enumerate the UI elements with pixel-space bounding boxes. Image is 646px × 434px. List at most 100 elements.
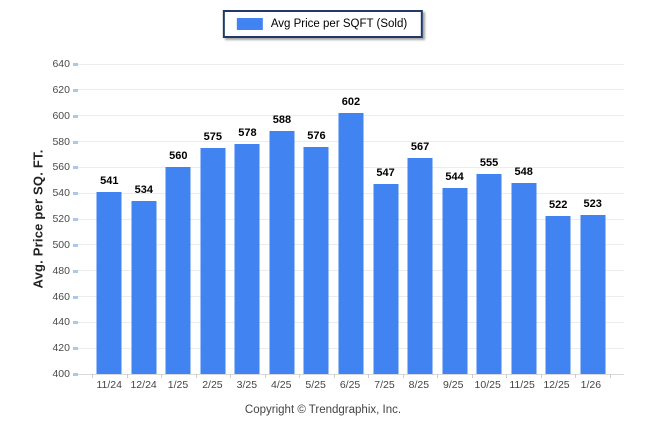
x-axis-tick: [471, 374, 473, 378]
bar-slot: 560: [161, 64, 196, 374]
bar-value-label: 576: [307, 129, 326, 142]
bar-value-label: 523: [583, 198, 602, 211]
x-axis-tick: [333, 374, 335, 378]
x-axis-tick-label: 6/25: [339, 379, 361, 391]
bar-1/25: [165, 167, 191, 374]
y-axis-tick-label: 480: [52, 264, 70, 277]
gridline: [78, 63, 624, 65]
bar-slot: 567: [403, 64, 438, 374]
bar-slot: 523: [575, 64, 610, 374]
y-axis-tick: [73, 114, 78, 118]
bar-12/24: [131, 200, 157, 374]
bar-slot: 576: [299, 64, 334, 374]
bar-12/25: [545, 216, 571, 374]
y-axis-tick-label: 600: [52, 109, 70, 122]
bar-slot: 602: [334, 64, 369, 374]
x-axis-tick-label: 1/26: [580, 379, 602, 391]
x-axis-tick-label: 12/24: [130, 379, 157, 391]
y-axis-tick-label: 460: [52, 290, 70, 303]
x-axis-tick: [506, 374, 508, 378]
bar-value-label: 567: [410, 141, 430, 154]
y-axis-tick-label: 540: [52, 187, 70, 200]
y-axis-tick: [73, 243, 78, 247]
y-axis-tick: [73, 140, 78, 144]
y-axis-tick: [73, 321, 78, 325]
legend-label: Avg Price per SQFT (Sold): [270, 18, 408, 30]
y-axis-tick: [73, 192, 78, 196]
bar-8/25: [407, 158, 433, 374]
x-axis-tick: [540, 374, 542, 378]
x-axis-tick: [368, 374, 370, 378]
bar-10/25: [476, 173, 502, 374]
bars-container: 541 534 560 575 578 588 576 602 547 567 544 555 548 5…: [92, 64, 610, 374]
bar-slot: 544: [437, 64, 472, 374]
x-axis-tick: [575, 374, 577, 378]
legend-swatch-icon: [236, 18, 263, 30]
y-axis-tick: [73, 373, 78, 376]
bar-value-label: 575: [203, 130, 223, 143]
bar-3/25: [234, 144, 260, 374]
x-axis-tick: [437, 374, 439, 378]
x-axis-tick-label: 12/25: [543, 379, 570, 391]
bar-slot: 555: [472, 64, 507, 374]
bar-1/26: [580, 215, 606, 374]
bar-6/25: [338, 113, 364, 374]
x-axis-tick-label: 4/25: [271, 379, 292, 391]
y-axis-tick-label: 440: [52, 316, 70, 329]
x-axis-tick-label: 9/25: [443, 379, 464, 391]
x-axis-tick: [92, 374, 93, 378]
bar-slot: 588: [265, 64, 300, 374]
x-axis-tick-label: 5/25: [305, 379, 326, 391]
x-axis-tick-label: 11/25: [509, 379, 535, 391]
bar-9/25: [442, 188, 468, 374]
bar-value-label: 548: [514, 165, 533, 178]
bar-value-label: 534: [134, 183, 153, 196]
bar-slot: 575: [196, 64, 231, 374]
x-axis-tick: [402, 374, 404, 378]
bar-11/24: [96, 191, 122, 374]
bar-slot: 522: [541, 64, 576, 374]
y-axis-tick: [73, 295, 78, 299]
bar-value-label: 578: [238, 127, 257, 140]
bar-value-label: 547: [376, 167, 395, 180]
y-axis-tick-label: 640: [52, 58, 70, 70]
bar-value-label: 522: [548, 199, 568, 212]
x-axis-tick-label: 2/25: [202, 379, 223, 391]
bar-7/25: [373, 184, 399, 374]
copyright-text: Copyright © Trendgraphix, Inc.: [244, 404, 402, 416]
x-axis-tick-label: 1/25: [167, 379, 189, 391]
y-axis-tick: [73, 166, 78, 170]
y-axis-tick-label: 420: [52, 342, 70, 355]
y-axis-tick-label: 580: [52, 135, 70, 148]
y-axis-tick: [73, 269, 78, 273]
bar-value-label: 555: [479, 156, 499, 169]
bar-2/25: [200, 147, 226, 374]
y-axis-tick-label: 560: [52, 161, 70, 174]
y-axis-tick: [73, 88, 78, 92]
bar-4/25: [269, 131, 295, 374]
x-axis-tick: [195, 374, 197, 378]
bar-value-label: 560: [169, 150, 188, 163]
bar-value-label: 602: [341, 96, 361, 109]
y-axis-tick-label: 520: [52, 213, 70, 225]
y-axis-tick-labels: 400 420 440 460 480 500 520 540 560 580 600 620 640: [0, 58, 74, 380]
x-axis-tick: [610, 374, 611, 378]
x-axis-tick: [161, 374, 163, 378]
bar-slot: 534: [127, 64, 162, 374]
bar-value-label: 544: [445, 171, 464, 183]
bar-value-label: 588: [272, 114, 292, 127]
x-axis-tick-label: 8/25: [408, 379, 430, 391]
bar-value-label: 541: [100, 174, 119, 187]
plot-area: 541 534 560 575 578 588 576 602 547 567 544 555 548 5…: [73, 63, 624, 378]
gridline: [78, 89, 624, 91]
x-axis-tick-labels: 11/24 12/24 1/25 2/25 3/25 4/25 5/25 6/25 7/25 8/…: [92, 379, 608, 391]
x-axis-tick-label: 7/25: [374, 379, 395, 391]
y-axis-tick-label: 500: [52, 238, 70, 251]
x-axis-tick-label: 11/24: [96, 379, 122, 391]
bar-slot: 547: [368, 64, 403, 374]
bar-slot: 548: [506, 64, 541, 374]
bar-slot: 578: [230, 64, 265, 374]
y-axis-tick: [73, 218, 78, 221]
y-axis-tick: [73, 347, 78, 351]
